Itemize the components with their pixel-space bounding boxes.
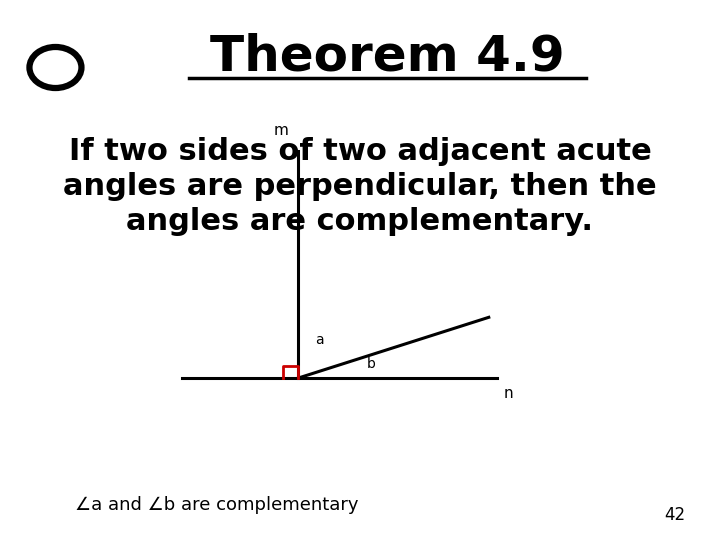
Text: angles are perpendicular, then the: angles are perpendicular, then the [63,172,657,201]
Text: 42: 42 [664,506,685,524]
Text: ∠a and ∠b are complementary: ∠a and ∠b are complementary [75,496,358,514]
Text: angles are complementary.: angles are complementary. [127,207,593,236]
Text: a: a [315,333,324,347]
Text: Theorem 4.9: Theorem 4.9 [210,33,564,80]
Text: If two sides of two adjacent acute: If two sides of two adjacent acute [68,137,652,166]
Text: m: m [274,123,289,138]
Text: n: n [504,386,513,401]
Text: b: b [367,357,376,372]
